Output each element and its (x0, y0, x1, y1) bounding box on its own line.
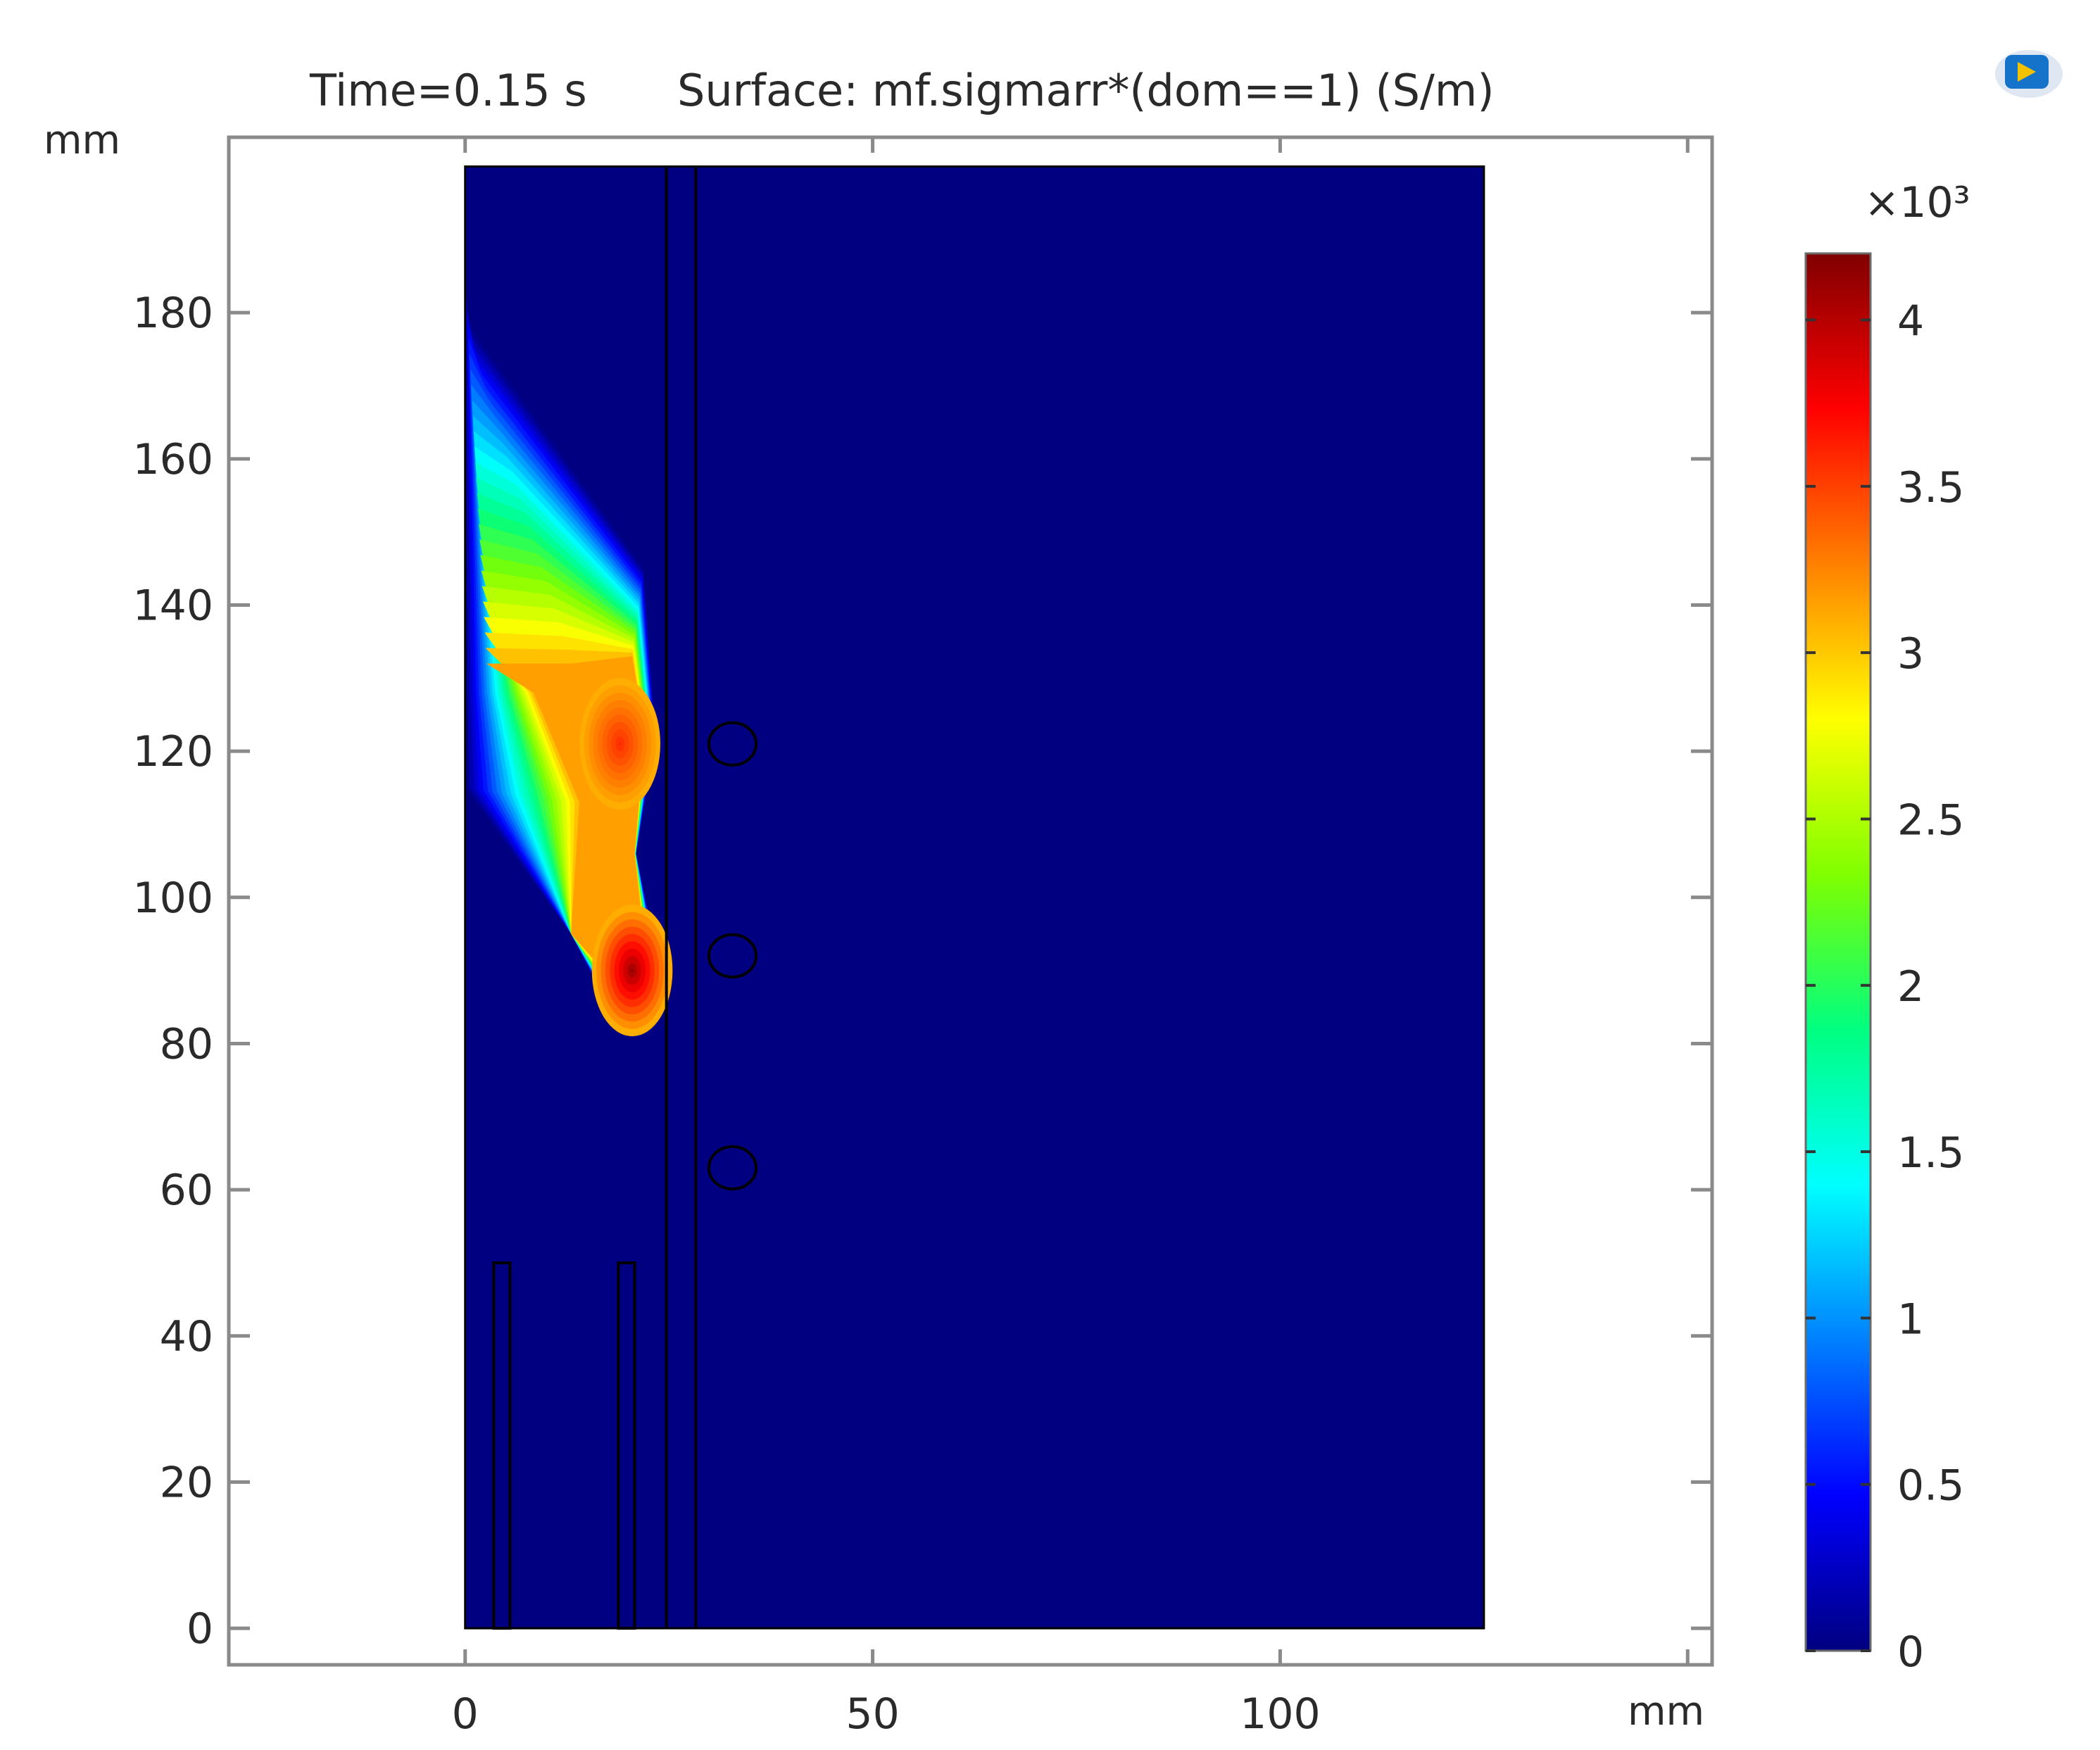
y-tick-label: 140 (132, 581, 213, 630)
y-tick-label: 160 (132, 435, 213, 484)
conductivity-plume (465, 291, 673, 1037)
y-tick-label: 120 (132, 727, 213, 776)
colorbar-tick-label: 2 (1897, 962, 1924, 1012)
probe-circle (707, 933, 758, 978)
y-tick-label: 40 (160, 1312, 213, 1361)
x-tick-label: 0 (452, 1689, 479, 1739)
y-tick-label: 100 (132, 874, 213, 923)
chart-title-time: Time=0.15 s (309, 65, 587, 116)
electrode-plate (492, 1261, 512, 1630)
colorbar-tick-label: 1 (1897, 1295, 1924, 1344)
probe-circle (707, 1145, 758, 1191)
field-peak (618, 742, 622, 745)
app-logo-icon (1995, 50, 2063, 98)
y-axis-ticks: 0 20 40 60 80 100 120 140 160 180 (132, 289, 1712, 1654)
chart-title-surface: Surface: mf.sigmarr*(dom==1) (S/m) (677, 65, 1495, 116)
colorbar: ×10³ 0 0.5 1 1.5 2 2.5 3 3.5 4 (1804, 178, 1970, 1677)
y-tick-label: 180 (132, 289, 213, 338)
y-tick-label: 60 (160, 1166, 213, 1215)
colorbar-tick-label: 0 (1897, 1628, 1924, 1677)
geometry-overlays (492, 166, 758, 1630)
colorbar-tick-label: 0.5 (1897, 1461, 1964, 1511)
colorbar-tick-label: 3 (1897, 629, 1924, 679)
domain-outline (464, 165, 1485, 1630)
colorbar-bar (1804, 252, 1872, 1652)
colorbar-tick-label: 1.5 (1897, 1128, 1964, 1178)
x-axis-unit: mm (1628, 1689, 1704, 1735)
colorbar-tick-label: 3.5 (1897, 463, 1964, 512)
x-axis-ticks: 0 50 100 (452, 137, 1690, 1739)
x-tick-label: 100 (1240, 1689, 1321, 1739)
colorbar-multiplier: ×10³ (1864, 178, 1970, 227)
y-tick-label: 80 (160, 1019, 213, 1069)
electrode-plate (617, 1261, 636, 1630)
probe-circle (707, 721, 758, 767)
field-peak (631, 969, 634, 972)
axes-frame (227, 135, 1714, 1667)
y-tick-label: 0 (187, 1604, 213, 1654)
y-tick-label: 20 (160, 1458, 213, 1507)
colorbar-ticks: 0 0.5 1 1.5 2 2.5 3 3.5 4 (1806, 297, 1964, 1677)
colorbar-tick-label: 4 (1897, 297, 1924, 346)
x-tick-label: 50 (845, 1689, 899, 1739)
y-axis-unit: mm (44, 118, 120, 163)
colorbar-tick-label: 2.5 (1897, 795, 1964, 845)
